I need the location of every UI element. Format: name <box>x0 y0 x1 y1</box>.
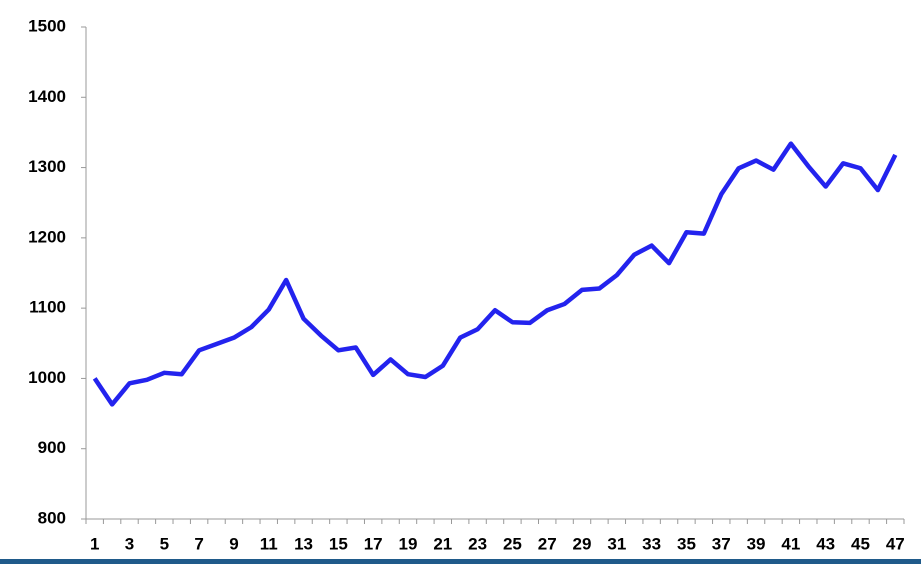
x-tick-label: 11 <box>260 534 278 553</box>
x-tick-label: 33 <box>642 534 661 553</box>
data-line <box>92 141 898 407</box>
x-tick-label: 21 <box>433 534 452 553</box>
x-tick-label: 7 <box>194 534 203 553</box>
x-tick-label: 47 <box>886 534 905 553</box>
y-tick-label: 900 <box>38 438 66 457</box>
y-tick-label: 1200 <box>28 227 66 246</box>
y-tick-label: 1500 <box>28 16 66 35</box>
x-tick-label: 41 <box>781 534 800 553</box>
x-tick-label: 43 <box>816 534 835 553</box>
x-tick-label: 5 <box>160 534 169 553</box>
x-tick-label: 27 <box>538 534 557 553</box>
y-tick-label: 1300 <box>28 157 66 176</box>
x-tick-label: 19 <box>399 534 418 553</box>
x-tick-label: 17 <box>364 534 383 553</box>
y-tick-label: 1000 <box>28 368 66 387</box>
x-tick-label: 15 <box>329 534 348 553</box>
x-tick-label: 31 <box>607 534 626 553</box>
x-tick-label: 23 <box>468 534 487 553</box>
x-tick-label: 29 <box>573 534 592 553</box>
bottom-stripe <box>0 559 921 564</box>
x-tick-label: 13 <box>294 534 313 553</box>
y-tick-label: 800 <box>38 508 66 527</box>
y-tick-label: 1400 <box>28 87 66 106</box>
x-tick-label: 9 <box>229 534 238 553</box>
x-tick-label: 39 <box>747 534 766 553</box>
x-tick-label: 35 <box>677 534 696 553</box>
x-tick-label: 37 <box>712 534 731 553</box>
x-tick-label: 3 <box>125 534 134 553</box>
y-tick-label: 1100 <box>29 298 66 317</box>
x-tick-label: 1 <box>90 534 99 553</box>
x-tick-label: 45 <box>851 534 870 553</box>
x-tick-label: 25 <box>503 534 522 553</box>
